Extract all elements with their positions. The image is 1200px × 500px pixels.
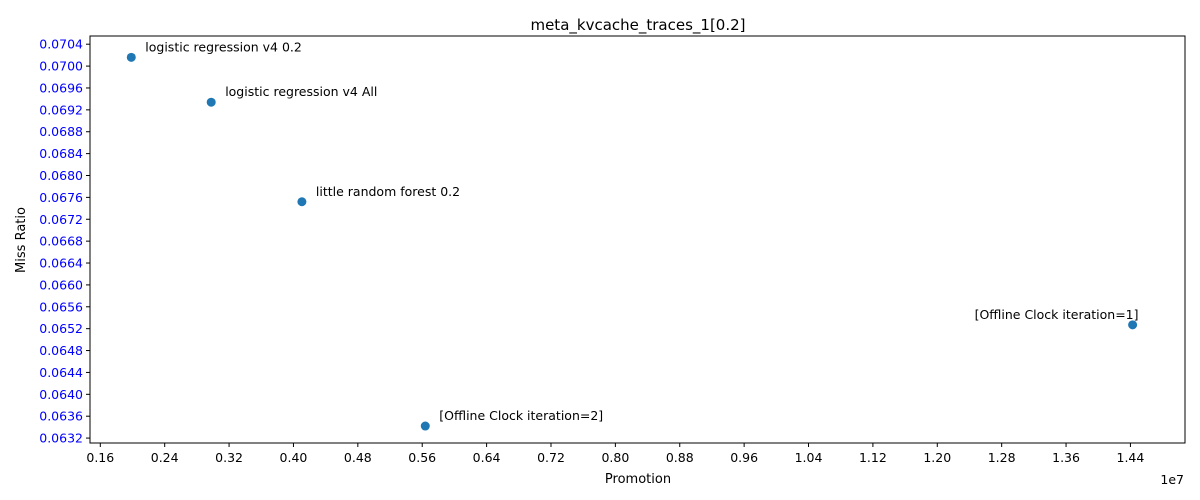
x-tick-label: 0.24: [151, 450, 179, 465]
x-tick-label: 1.12: [859, 450, 887, 465]
data-point: [297, 197, 307, 207]
y-tick-label: 0.0636: [39, 409, 83, 424]
x-tick-label: 1.20: [923, 450, 951, 465]
point-label: [Offline Clock iteration=2]: [439, 408, 603, 423]
x-tick-label: 1.28: [988, 450, 1016, 465]
y-tick-label: 0.0652: [39, 321, 83, 336]
y-tick-label: 0.0648: [39, 343, 83, 358]
data-point: [206, 97, 216, 107]
y-tick-label: 0.0672: [39, 212, 83, 227]
x-tick-label: 0.16: [86, 450, 114, 465]
point-label: [Offline Clock iteration=1]: [975, 307, 1139, 322]
y-axis: 0.0632 0.0636 0.0640 0.0644 0.0648 0.0652 0.06…: [39, 37, 90, 446]
y-tick-label: 0.0644: [39, 365, 83, 380]
x-tick-label: 0.88: [666, 450, 694, 465]
x-tick-label: 0.80: [601, 450, 629, 465]
y-tick-label: 0.0688: [39, 124, 83, 139]
data-point: [1128, 320, 1138, 330]
x-tick-label: 0.56: [408, 450, 436, 465]
y-axis-label: Miss Ratio: [14, 207, 29, 273]
y-tick-label: 0.0640: [39, 387, 83, 402]
x-tick-label: 0.48: [344, 450, 372, 465]
y-tick-label: 0.0668: [39, 234, 83, 249]
y-tick-label: 0.0660: [39, 277, 83, 292]
y-tick-label: 0.0700: [39, 59, 83, 74]
y-tick-label: 0.0684: [39, 146, 83, 161]
x-tick-label: 0.64: [473, 450, 501, 465]
y-tick-label: 0.0696: [39, 80, 83, 95]
point-label: little random forest 0.2: [316, 184, 460, 199]
x-tick-label: 0.32: [215, 450, 243, 465]
x-axis-label: Promotion: [605, 472, 671, 487]
y-tick-label: 0.0664: [39, 256, 83, 271]
plot-area: [89, 35, 1186, 444]
x-tick-label: 1.36: [1052, 450, 1080, 465]
data-point: [126, 52, 136, 62]
y-tick-label: 0.0680: [39, 168, 83, 183]
y-tick-label: 0.0676: [39, 190, 83, 205]
y-tick-label: 0.0692: [39, 102, 83, 117]
x-tick-label: 0.40: [280, 450, 308, 465]
y-tick-label: 0.0632: [39, 431, 83, 446]
x-tick-label: 0.96: [730, 450, 758, 465]
x-tick-label: 0.72: [537, 450, 565, 465]
data-point: [420, 421, 430, 431]
x-axis-offset-label: 1e7: [1160, 472, 1184, 487]
y-tick-label: 0.0704: [39, 37, 83, 52]
point-label: logistic regression v4 0.2: [145, 39, 302, 54]
x-axis: 0.16 0.24 0.32 0.40 0.48 0.56 0.64 0.72 0.80 0.88…: [86, 443, 1144, 465]
point-annotations: logistic regression v4 0.2 logistic regre…: [145, 39, 1138, 423]
point-label: logistic regression v4 All: [225, 84, 377, 99]
data-points: [126, 52, 1138, 431]
x-tick-label: 1.04: [795, 450, 823, 465]
x-tick-label: 1.44: [1117, 450, 1145, 465]
chart-title: meta_kvcache_traces_1[0.2]: [530, 16, 745, 35]
y-tick-label: 0.0656: [39, 299, 83, 314]
